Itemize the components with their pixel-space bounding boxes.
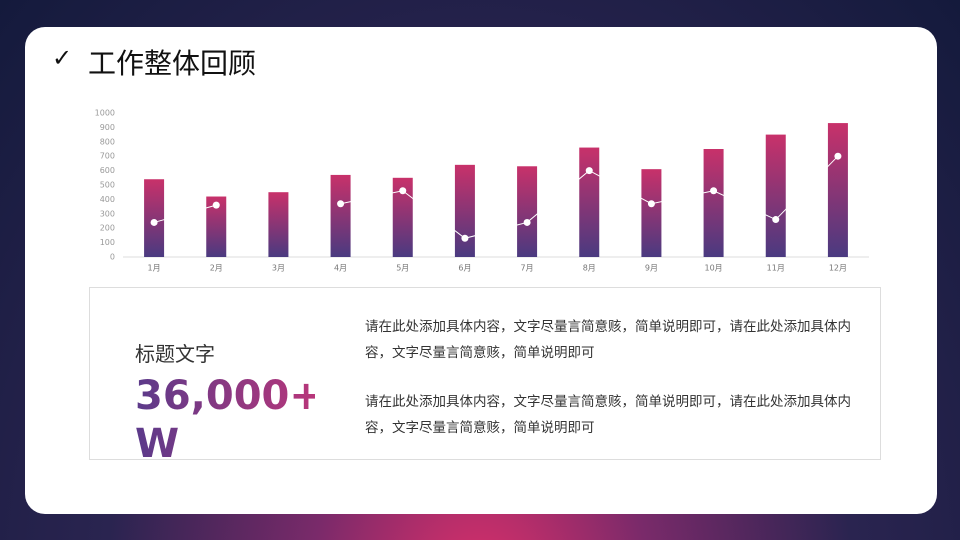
- x-tick-label: 11月: [767, 264, 785, 273]
- x-tick-label: 8月: [583, 264, 596, 273]
- y-tick-label: 800: [100, 137, 115, 146]
- bar: [206, 196, 227, 257]
- line: [153, 155, 839, 239]
- bar: [765, 134, 786, 257]
- check-icon: ✓: [52, 44, 73, 72]
- slide-title: 工作整体回顾: [88, 47, 257, 80]
- paragraph: 请在此处添加具体内容，文字尽量言简意赅，简单说明即可，请在此处添加具体内容，文字…: [365, 394, 851, 436]
- line-point: [585, 167, 593, 175]
- y-tick-label: 900: [100, 123, 115, 132]
- bar: [392, 177, 413, 257]
- info-box: [89, 287, 881, 460]
- x-tick-label: 10月: [704, 264, 722, 273]
- line-point: [647, 200, 655, 208]
- x-tick-label: 5月: [396, 264, 409, 273]
- x-tick-label: 2月: [210, 264, 223, 273]
- y-tick-label: 400: [100, 195, 115, 204]
- x-tick-label: 1月: [148, 264, 161, 273]
- big-number: 36,000+ W: [135, 373, 323, 467]
- y-tick-label: 0: [110, 253, 115, 262]
- line-point: [399, 187, 407, 195]
- y-tick-label: 200: [100, 224, 115, 233]
- bar: [330, 174, 351, 257]
- bar: [827, 123, 848, 257]
- line-point: [772, 216, 780, 224]
- y-tick-label: 100: [100, 238, 115, 247]
- line-point: [461, 234, 469, 242]
- bar: [144, 179, 165, 257]
- x-tick-label: 4月: [334, 264, 347, 273]
- line-point: [710, 187, 718, 195]
- x-tick-label: 9月: [645, 264, 658, 273]
- y-tick-label: 700: [100, 152, 115, 161]
- y-tick-label: 500: [100, 181, 115, 190]
- bar: [454, 164, 475, 257]
- x-tick-label: 3月: [272, 264, 285, 273]
- x-tick-label: 7月: [521, 264, 534, 273]
- x-tick-label: 6月: [458, 264, 471, 273]
- y-tick-label: 300: [100, 209, 115, 218]
- line-point: [523, 218, 531, 226]
- box-subtitle: 标题文字: [135, 342, 215, 366]
- bar: [641, 169, 662, 257]
- line-point: [212, 201, 220, 209]
- paragraph: 请在此处添加具体内容，文字尽量言简意赅，简单说明即可，请在此处添加具体内容，文字…: [365, 319, 851, 361]
- line-point: [337, 200, 345, 208]
- bar: [517, 166, 538, 257]
- line-point: [150, 218, 158, 226]
- y-tick-label: 1000: [95, 109, 115, 118]
- bar: [579, 147, 600, 257]
- x-tick-label: 12月: [829, 264, 847, 273]
- bar: [268, 192, 289, 257]
- bar: [703, 149, 724, 257]
- line-point: [834, 152, 842, 160]
- y-tick-label: 600: [100, 166, 115, 175]
